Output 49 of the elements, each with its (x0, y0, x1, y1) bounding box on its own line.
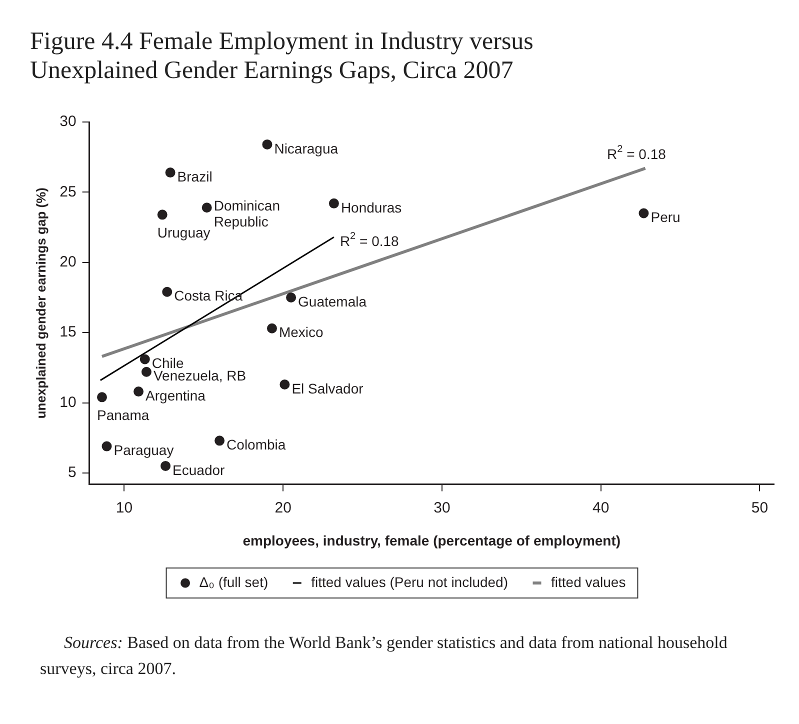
y-tick-label: 20 (60, 254, 76, 271)
point (286, 292, 296, 302)
y-tick-label: 15 (60, 324, 76, 341)
annotation: Brazil (177, 168, 212, 184)
annotation: Mexico (278, 324, 324, 340)
annotation: Nicaragua (274, 140, 338, 156)
point (214, 436, 225, 446)
y-tick-label: 25 (60, 183, 76, 200)
point (162, 286, 172, 297)
point (134, 386, 144, 397)
point (157, 210, 168, 220)
legend-label: Δ₀ (full set) (199, 574, 268, 590)
point (96, 392, 107, 402)
point (140, 354, 150, 364)
point (280, 380, 290, 390)
x-tick-label: 40 (592, 499, 610, 516)
annotation: Honduras (340, 199, 402, 216)
annotation: Paraguay (114, 442, 174, 458)
y-tick-label: 30 (60, 113, 76, 130)
annotation: Dominican Republic (214, 197, 280, 230)
x-axis-title: employees, industry, female (percentage of employment) (242, 532, 621, 548)
legend-label: fitted values (Peru not included) (311, 574, 508, 590)
source-note: Sources: Based on data from the World Bank’s gender statistics and data from national household surveys, circa 2007. (40, 632, 728, 680)
annotation: Peru (650, 209, 680, 226)
annotation: Argentina (146, 387, 206, 404)
chart-title: Figure 4.4 Female Employment in Industry versus Unexplained Gender Earnings Gaps, Circa 2007 (30, 28, 534, 86)
y-tick-label: 10 (60, 394, 76, 411)
annotation: Colombia (226, 436, 286, 453)
x-tick-label: 20 (274, 499, 292, 516)
point (638, 208, 649, 218)
point (165, 168, 176, 178)
point (328, 198, 339, 208)
x-tick-label: 30 (434, 499, 450, 516)
x-tick-label: 10 (116, 499, 133, 516)
legend-label: fitted values (551, 574, 626, 590)
annotation: Uruguay (157, 224, 210, 241)
y-tick-label: 5 (68, 464, 76, 482)
point (266, 323, 277, 334)
annotation: Ecuador (172, 462, 226, 478)
point (102, 441, 112, 452)
point (160, 460, 171, 471)
point (262, 139, 272, 150)
annotation: El Salvador (292, 380, 364, 396)
point (202, 202, 212, 213)
annotation: Panama (96, 407, 150, 424)
annotation: Guatemala (298, 293, 367, 310)
y-axis-title: unexplained gender earnings gap (%) (33, 188, 48, 419)
x-tick-label: 50 (751, 499, 768, 516)
point (141, 366, 152, 377)
